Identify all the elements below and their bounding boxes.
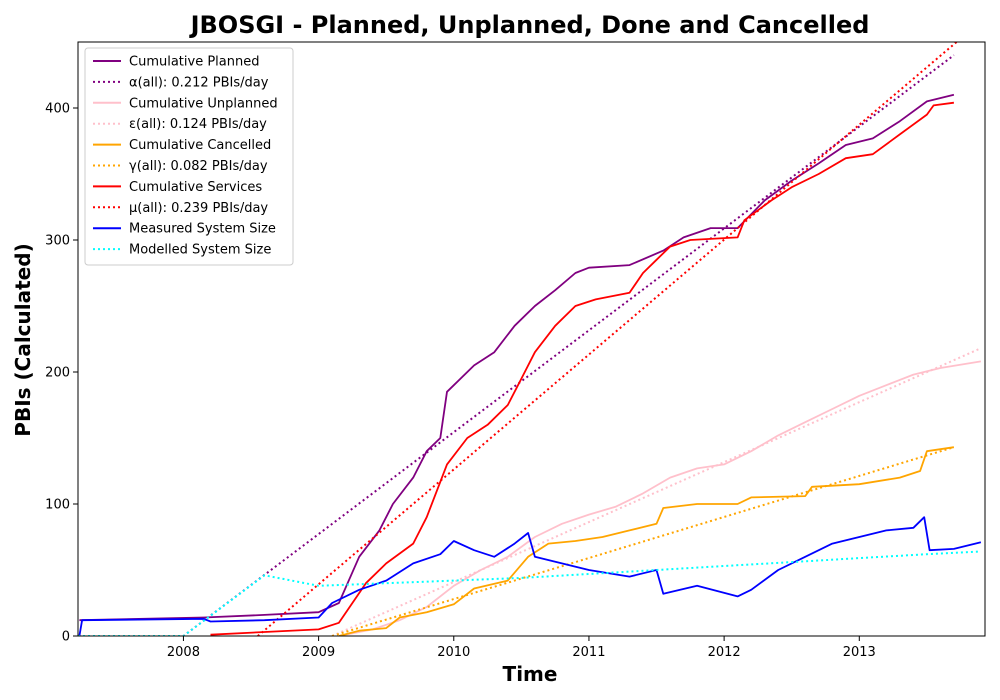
x-tick-label: 2008 — [167, 645, 200, 660]
axis-ticks: 2008 2009 2010 2011 2012 2013 0 100 200 300 400 — [45, 102, 876, 661]
series-line-2 — [338, 360, 982, 636]
legend-entry-9: Modelled System Size — [129, 243, 271, 258]
legend-entry-4: Cumulative Cancelled — [129, 138, 271, 153]
x-axis-label: Time — [503, 662, 558, 686]
legend-entry-8: Measured System Size — [129, 222, 276, 237]
legend: Cumulative Planned α(all): 0.212 PBIs/day… — [84, 47, 294, 266]
series-line-7 — [257, 42, 958, 636]
y-tick-label: 0 — [62, 630, 70, 645]
legend-entry-3: ε(all): 0.124 PBIs/day — [129, 117, 267, 132]
series-line-8 — [78, 516, 982, 636]
legend-entry-7: μ(all): 0.239 PBIs/day — [129, 201, 268, 216]
series-line-3 — [331, 347, 982, 636]
series-lines — [78, 42, 982, 636]
legend-entry-6: Cumulative Services — [129, 180, 262, 195]
x-tick-label: 2011 — [572, 645, 605, 660]
plot-frame — [77, 41, 986, 637]
legend-entry-5: γ(all): 0.082 PBIs/day — [129, 159, 268, 174]
series-line-0 — [79, 93, 955, 622]
legend-entry-0: Cumulative Planned — [129, 55, 259, 70]
series-line-5 — [331, 446, 955, 636]
x-tick-label: 2012 — [708, 645, 741, 660]
x-tick-label: 2010 — [437, 645, 470, 660]
series-line-4 — [338, 446, 955, 636]
y-axis-label: PBIs (Calculated) — [11, 243, 35, 436]
legend-box — [84, 47, 294, 266]
y-tick-label: 200 — [45, 366, 70, 381]
y-tick-label: 400 — [45, 102, 70, 117]
y-tick-label: 100 — [45, 498, 70, 513]
series-line-6 — [210, 101, 955, 636]
legend-entry-2: Cumulative Unplanned — [129, 96, 278, 111]
series-line-9 — [78, 550, 981, 636]
x-tick-label: 2013 — [843, 645, 876, 660]
legend-entry-1: α(all): 0.212 PBIs/day — [129, 75, 269, 90]
chart-title: JBOSGI - Planned, Unplanned, Done and Ca… — [189, 11, 870, 39]
x-tick-label: 2009 — [302, 645, 335, 660]
plot-area — [77, 41, 986, 637]
y-tick-label: 300 — [45, 234, 70, 249]
